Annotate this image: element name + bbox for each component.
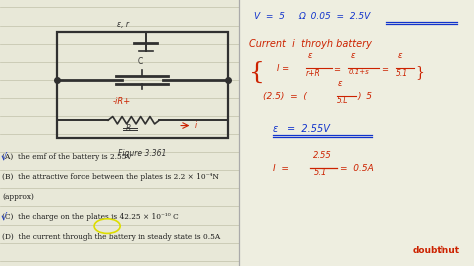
Text: (approx): (approx) [2,193,34,201]
Text: r+R: r+R [306,69,320,78]
Text: =: = [333,65,340,74]
Text: 2.55: 2.55 [313,151,332,160]
Text: 5.1: 5.1 [314,168,328,177]
Text: (D)  the current through the battery in steady state is 0.5A: (D) the current through the battery in s… [2,233,220,241]
Text: √: √ [0,211,7,222]
Text: ε: ε [338,79,342,88]
Text: I =: I = [277,64,290,73]
Text: ε, r: ε, r [117,20,129,29]
Text: ε: ε [308,51,312,60]
Text: {: { [249,61,264,84]
Text: ε: ε [351,51,355,60]
Text: ε: ε [273,124,278,134]
Text: 5.L: 5.L [337,96,348,105]
Text: Ω  0.05  =  2.5V: Ω 0.05 = 2.5V [299,12,371,21]
Text: (A)  the emf of the battery is 2.55V: (A) the emf of the battery is 2.55V [2,153,132,161]
Text: C: C [137,57,143,66]
Text: I  =: I = [273,164,288,173]
FancyBboxPatch shape [239,0,474,266]
Text: Figure 3.361: Figure 3.361 [118,149,166,158]
Text: =  0.5A: = 0.5A [340,164,374,173]
Text: ♪: ♪ [437,245,443,255]
Text: doubtnut: doubtnut [413,246,460,255]
Text: R: R [126,124,131,133]
Text: √: √ [0,152,7,162]
Text: Current  i  throyh battery: Current i throyh battery [249,39,372,49]
Text: =  2.55V: = 2.55V [287,124,329,134]
Text: (2.5)  =  (: (2.5) = ( [263,92,307,101]
Text: -iR+: -iR+ [113,97,131,106]
Text: i: i [195,121,197,130]
Text: V  =  5: V = 5 [254,12,284,21]
Text: (B)  the attractive force between the plates is 2.2 × 10⁻⁴N: (B) the attractive force between the pla… [2,173,219,181]
Text: ε: ε [397,51,401,60]
Text: 0.1+s: 0.1+s [348,69,369,75]
Text: }: } [416,65,425,79]
Text: (C)  the charge on the plates is 42.25 × 10⁻¹⁰ C: (C) the charge on the plates is 42.25 × … [2,213,179,221]
Text: =: = [381,65,388,74]
Text: 5.1: 5.1 [396,69,408,78]
Text: )  5: ) 5 [357,92,373,101]
